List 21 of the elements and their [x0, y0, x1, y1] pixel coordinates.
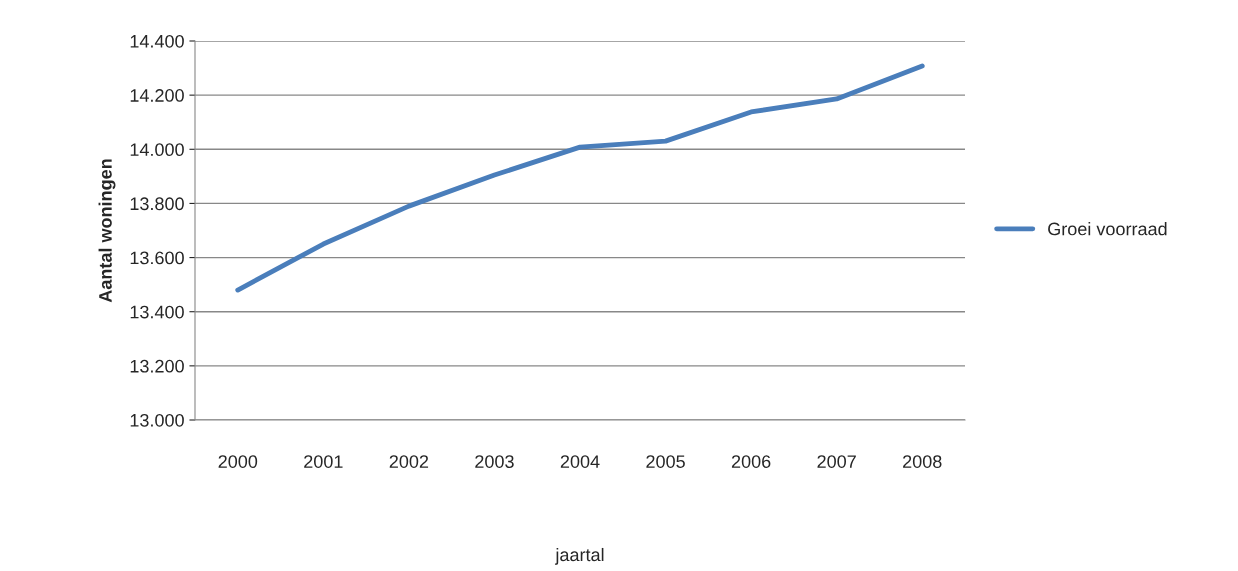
x-tick-label: 2007 [817, 455, 856, 468]
y-tick-label: 13.000 [130, 413, 184, 427]
y-tick-label: 14.400 [130, 34, 184, 48]
y-tick-label: 13.800 [130, 197, 184, 211]
x-tick-label: 2005 [646, 455, 685, 468]
x-axis-title: jaartal [554, 547, 604, 565]
y-tick-label: 13.400 [130, 305, 184, 319]
y-axis-title: Aantal woningen [98, 159, 116, 303]
x-tick-label: 2003 [475, 455, 514, 468]
legend-label: Groei voorraad [1048, 222, 1167, 236]
x-tick-label: 2004 [560, 455, 600, 468]
x-tick-label: 2001 [304, 455, 343, 468]
x-tick-label: 2002 [389, 455, 429, 468]
y-tick-label: 14.000 [130, 143, 184, 157]
line-series [235, 63, 925, 293]
x-tick-label: 2008 [903, 455, 942, 468]
x-tick-label: 2006 [731, 455, 771, 468]
x-tick-label: 2000 [218, 455, 258, 468]
y-tick-label: 13.200 [130, 359, 184, 373]
y-tick-label: 13.600 [130, 251, 184, 265]
y-tick-label: 14.200 [130, 89, 184, 102]
